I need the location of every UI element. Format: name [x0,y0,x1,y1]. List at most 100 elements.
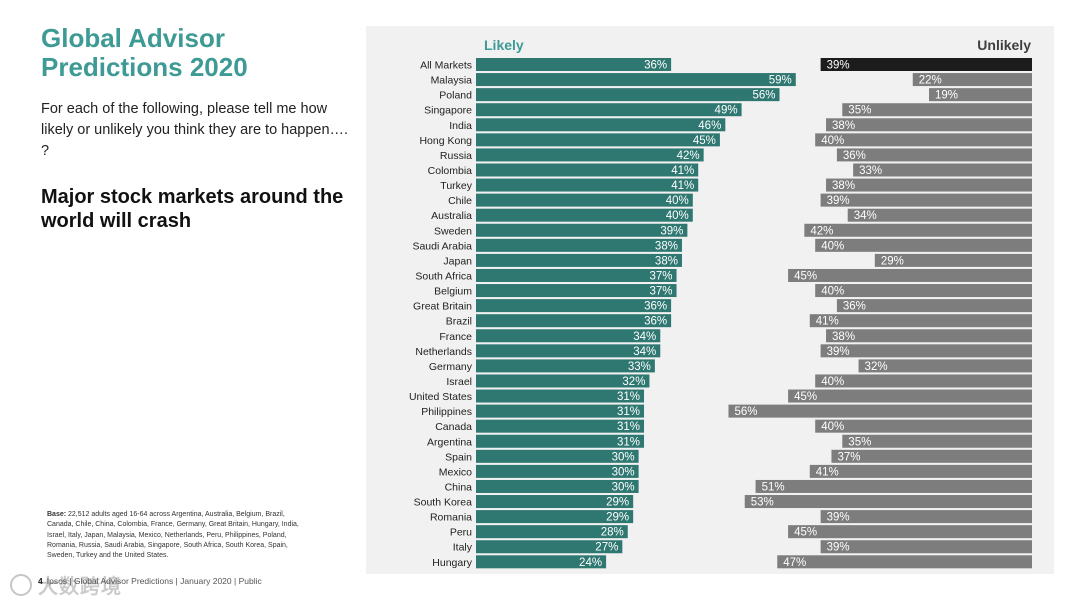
category-label: China [445,481,473,493]
likely-bar [476,510,634,524]
unlikely-bar [912,73,1032,87]
likely-value-label: 32% [622,376,645,388]
likely-value-label: 46% [698,120,721,132]
category-label: United States [409,391,472,403]
category-label: Canada [435,421,472,433]
likely-bar [476,284,677,298]
footer-text: Ipsos | Global Advisor Predictions | Jan… [46,576,262,586]
likely-bar [476,103,742,117]
category-label: Netherlands [415,346,472,358]
category-label: France [439,331,472,343]
likely-bar [476,268,677,282]
category-label: Argentina [427,436,472,448]
likely-value-label: 31% [617,421,640,433]
unlikely-value-label: 39% [827,512,850,524]
category-label: India [449,120,472,132]
unlikely-bar [831,449,1032,463]
unlikely-bar [820,58,1032,71]
unlikely-bar [826,329,1032,343]
likely-bar [476,495,634,509]
category-label: Belgium [434,286,472,298]
unlikely-bar [842,434,1032,448]
unlikely-value-label: 40% [821,376,844,388]
unlikely-value-label: 35% [848,105,871,117]
unlikely-bar [788,268,1032,282]
category-label: Saudi Arabia [412,240,472,252]
unlikely-value-label: 47% [783,557,806,569]
category-label: Singapore [424,105,472,117]
likely-value-label: 37% [650,270,673,282]
likely-bar [476,253,682,267]
unlikely-bar [929,88,1032,102]
unlikely-bar [836,299,1032,313]
likely-value-label: 29% [606,497,629,509]
unlikely-bar [809,464,1032,478]
category-label: Peru [450,527,472,539]
unlikely-bar [820,193,1032,207]
unlikely-header: Unlikely [977,37,1031,53]
unlikely-value-label: 40% [821,135,844,147]
likely-value-label: 37% [650,286,673,298]
unlikely-bar [858,359,1032,373]
unlikely-bar [744,495,1032,509]
likely-bar [476,208,693,222]
likely-bar [476,464,639,478]
likely-bar [476,434,645,448]
unlikely-value-label: 39% [827,60,850,72]
slide-title: Global Advisor Predictions 2020 [41,24,248,82]
category-label: Colombia [428,165,473,177]
likely-bar [476,419,645,433]
unlikely-value-label: 45% [794,270,817,282]
likely-bar [476,193,693,207]
unlikely-bar [842,103,1032,117]
unlikely-value-label: 34% [854,210,877,222]
unlikely-bar [820,510,1032,524]
likely-bar [476,479,639,493]
category-label: Spain [445,451,472,463]
category-label: Japan [443,255,472,267]
category-label: Mexico [439,466,472,478]
unlikely-bar [815,238,1032,252]
unlikely-bar [826,178,1032,192]
likely-bar [476,88,780,102]
likely-bar [476,374,650,388]
likely-value-label: 29% [606,512,629,524]
likely-value-label: 38% [655,240,678,252]
likely-bar [476,525,628,539]
survey-statement: Major stock markets around the world wil… [41,186,344,232]
unlikely-bar [820,344,1032,358]
likely-value-label: 40% [666,195,689,207]
unlikely-bar [755,479,1032,493]
unlikely-bar [847,208,1032,222]
likely-bar [476,449,639,463]
category-label: South Africa [415,270,472,282]
unlikely-bar [809,314,1032,328]
likely-bar [476,163,699,177]
likely-value-label: 28% [601,527,624,539]
unlikely-value-label: 39% [827,542,850,554]
unlikely-value-label: 38% [832,180,855,192]
diverging-bar-chart: Likely Unlikely All Markets 36% 39% Malaysi… [409,37,1032,569]
unlikely-bar [777,555,1032,569]
likely-value-label: 24% [579,557,602,569]
chart-rows: All Markets 36% 39% Malaysia 59% 22% Poland 56%… [409,58,1032,569]
base-note: Base: 22,512 adults aged 16-64 across Ar… [47,510,309,561]
unlikely-value-label: 53% [751,497,774,509]
unlikely-value-label: 32% [865,361,888,373]
category-label: Great Britain [413,301,472,313]
unlikely-value-label: 29% [881,255,904,267]
unlikely-bar [804,223,1032,237]
unlikely-value-label: 38% [832,120,855,132]
category-label: All Markets [420,60,472,72]
likely-value-label: 59% [769,75,792,87]
likely-value-label: 34% [633,331,656,343]
likely-bar [476,389,645,403]
likely-value-label: 34% [633,346,656,358]
likely-value-label: 31% [617,436,640,448]
unlikely-value-label: 35% [848,436,871,448]
unlikely-bar [815,419,1032,433]
unlikely-value-label: 41% [816,316,839,328]
likely-value-label: 27% [595,542,618,554]
unlikely-value-label: 45% [794,527,817,539]
likely-bar [476,73,796,87]
